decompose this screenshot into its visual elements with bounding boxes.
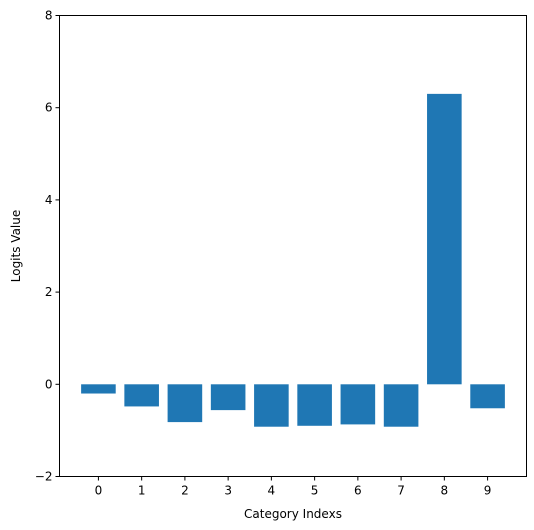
bar-7 <box>383 384 419 427</box>
x-tick-label: 5 <box>311 484 319 498</box>
x-ticks: 0 1 2 3 4 5 6 7 8 9 <box>95 476 492 498</box>
y-ticks: −2 0 2 4 6 8 <box>35 9 60 484</box>
bar-5 <box>297 384 332 426</box>
plot-frame <box>59 15 527 477</box>
x-tick-label: 3 <box>224 484 232 498</box>
y-tick-label: 2 <box>45 285 53 299</box>
x-tick-label: 1 <box>138 484 146 498</box>
x-tick-label: 0 <box>95 484 103 498</box>
x-tick-label: 4 <box>268 484 276 498</box>
y-tick-label: 4 <box>45 193 53 207</box>
bar-2 <box>167 384 203 423</box>
bar-6 <box>340 384 376 425</box>
bar-9 <box>470 384 505 409</box>
bar-8 <box>427 93 462 385</box>
x-tick-label: 7 <box>397 484 405 498</box>
y-tick-label: 8 <box>45 9 53 23</box>
y-tick-label: 6 <box>45 101 53 115</box>
bar-0 <box>81 384 116 394</box>
x-tick-label: 6 <box>354 484 362 498</box>
y-axis-label: Logits Value <box>9 210 23 283</box>
x-axis-label: Category Indexs <box>244 507 342 521</box>
bar-1 <box>124 384 159 407</box>
x-tick-label: 9 <box>484 484 492 498</box>
y-tick-label: −2 <box>35 470 53 484</box>
x-tick-label: 2 <box>181 484 189 498</box>
x-tick-label: 8 <box>441 484 449 498</box>
y-tick-label: 0 <box>45 377 53 391</box>
bars <box>81 93 505 427</box>
bar-4 <box>254 384 289 427</box>
bar-3 <box>210 384 246 411</box>
